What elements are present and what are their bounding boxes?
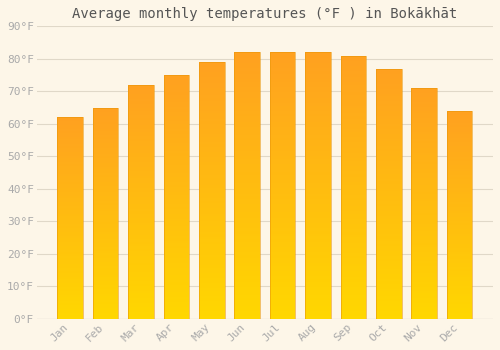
Title: Average monthly temperatures (°F ) in Bokākhāt: Average monthly temperatures (°F ) in Bo… [72, 7, 458, 21]
